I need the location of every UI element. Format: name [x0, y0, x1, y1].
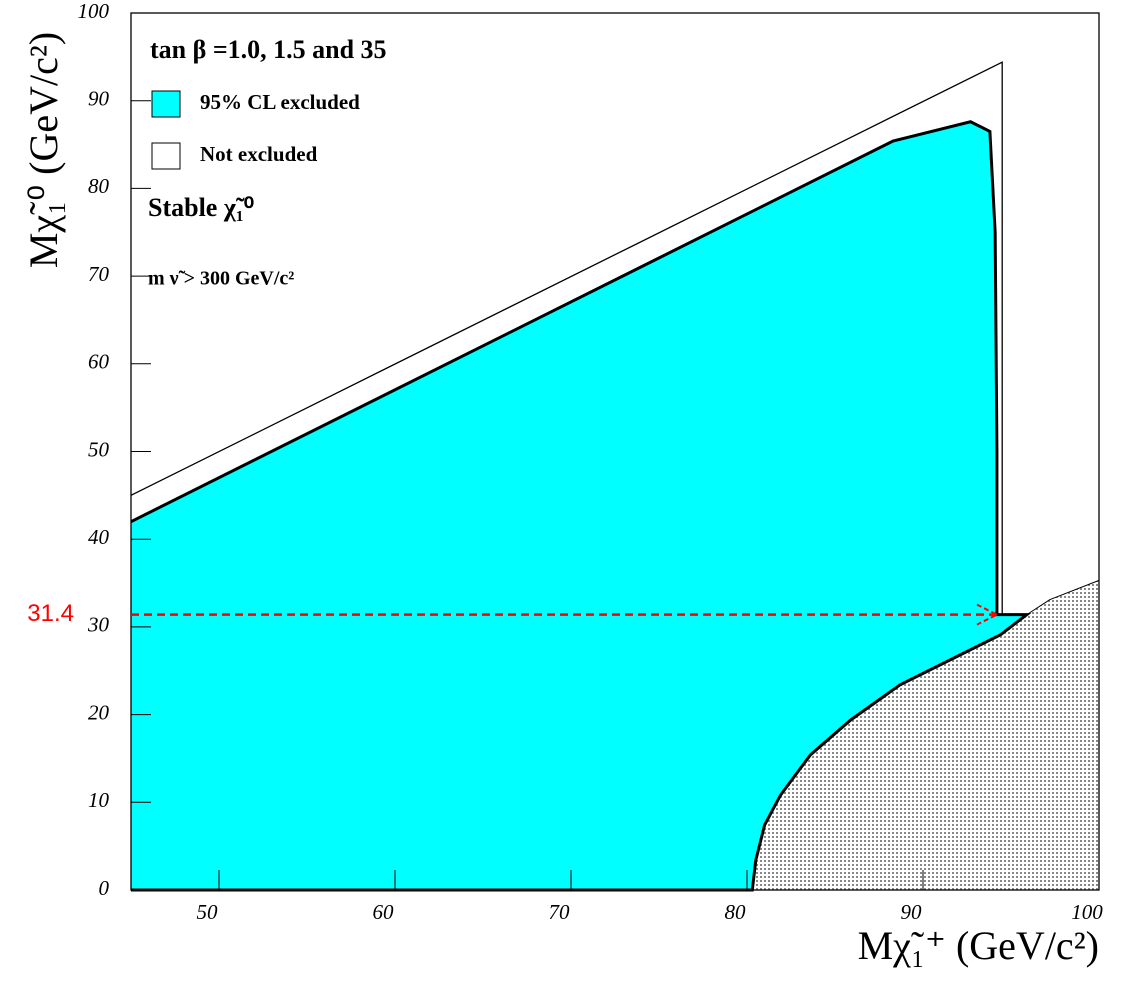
x-tick-label: 90: [901, 900, 923, 924]
y-tick-label: 10: [88, 788, 110, 812]
x-tick-label: 100: [1071, 900, 1103, 924]
x-tick-label: 80: [725, 900, 747, 924]
y-tick-label: 80: [88, 174, 110, 198]
y-tick-label: 0: [99, 876, 110, 900]
x-tick-label: 60: [373, 900, 395, 924]
y-tick-label: 90: [88, 87, 110, 111]
y-tick-label: 20: [88, 700, 110, 724]
annotation: m ν̃ > 300 GeV/c²: [148, 268, 294, 290]
legend-swatch: [151, 142, 181, 170]
annotation: Stable χ̃₁⁰: [148, 193, 254, 222]
reference-label: 31.4: [27, 600, 74, 627]
x-axis-title: Mχ̃₁⁺ (GeV/c²): [858, 923, 1099, 968]
y-tick-label: 60: [88, 350, 110, 374]
y-tick-label: 30: [87, 613, 110, 637]
x-tick-label: 50: [197, 900, 219, 924]
y-axis-title: Mχ̃₁⁰ (GeV/c²): [21, 32, 66, 268]
y-tick-label: 70: [88, 262, 110, 286]
x-tick-label: 70: [549, 900, 571, 924]
excluded-boundary: [130, 120, 1032, 892]
kinematic-boundary: [130, 61, 1003, 615]
legend-label: Not excluded: [200, 142, 318, 166]
excluded-region: [131, 121, 1027, 891]
y-tick-label: 40: [88, 525, 110, 549]
legend-swatch: [151, 90, 181, 118]
y-tick-label: 100: [78, 0, 110, 23]
y-tick-label: 50: [88, 437, 110, 461]
annotation: tan β =1.0, 1.5 and 35: [150, 35, 387, 64]
legend-label: 95% CL excluded: [200, 90, 360, 114]
